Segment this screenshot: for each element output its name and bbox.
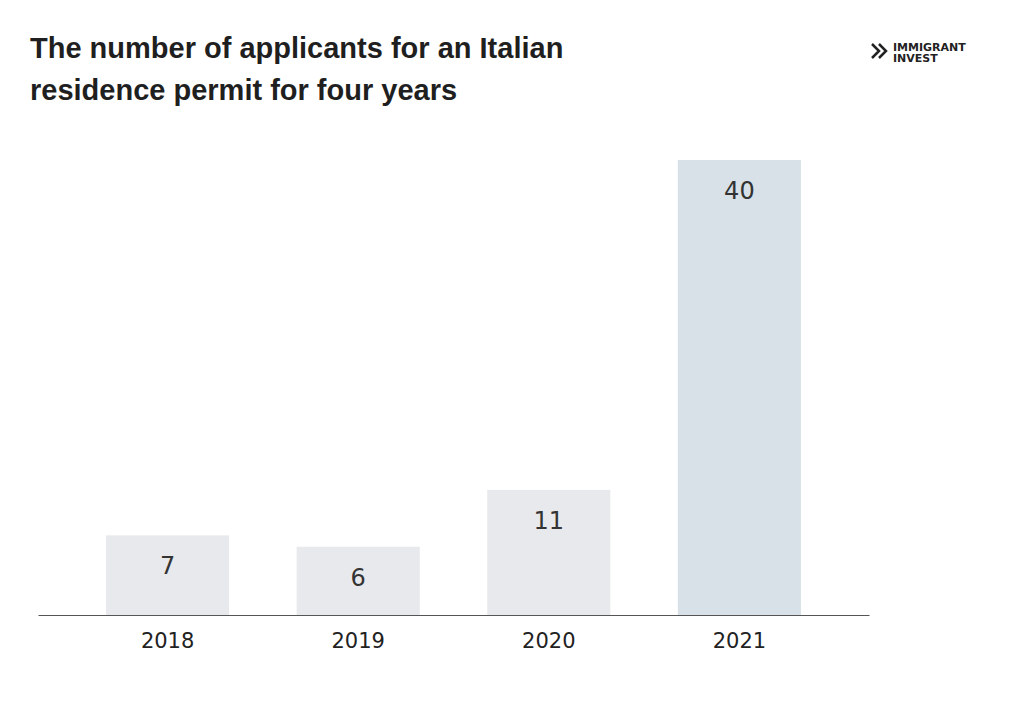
x-tick: 2020 bbox=[522, 629, 575, 653]
data-label: 7 bbox=[160, 552, 175, 580]
data-label: 6 bbox=[351, 564, 366, 592]
chart-svg: The number of applicants for an Italianr… bbox=[0, 0, 1024, 707]
x-axis-line bbox=[39, 615, 870, 616]
bar bbox=[487, 490, 610, 615]
bar bbox=[297, 547, 420, 615]
bar bbox=[106, 535, 229, 615]
x-tick: 2018 bbox=[141, 629, 194, 653]
data-label: 40 bbox=[724, 177, 755, 205]
x-tick-label: 2020 bbox=[522, 629, 575, 653]
x-tick: 2019 bbox=[331, 629, 384, 653]
chart-title: The number of applicants for an Italianr… bbox=[30, 32, 563, 106]
x-tick-label: 2019 bbox=[331, 629, 384, 653]
x-tick: 2021 bbox=[713, 629, 766, 653]
logo-icon bbox=[872, 44, 886, 58]
data-label: 11 bbox=[534, 507, 565, 535]
logo-text: INVEST bbox=[893, 52, 938, 65]
x-tick-label: 2018 bbox=[141, 629, 194, 653]
bars bbox=[106, 160, 801, 615]
bar bbox=[678, 160, 801, 615]
data-labels: 7 6 11 40 bbox=[160, 177, 755, 592]
x-axis: 2018 2019 2020 2021 bbox=[39, 616, 870, 653]
x-tick-label: 2021 bbox=[713, 629, 766, 653]
logo: IMMIGRANTINVEST bbox=[872, 41, 966, 65]
